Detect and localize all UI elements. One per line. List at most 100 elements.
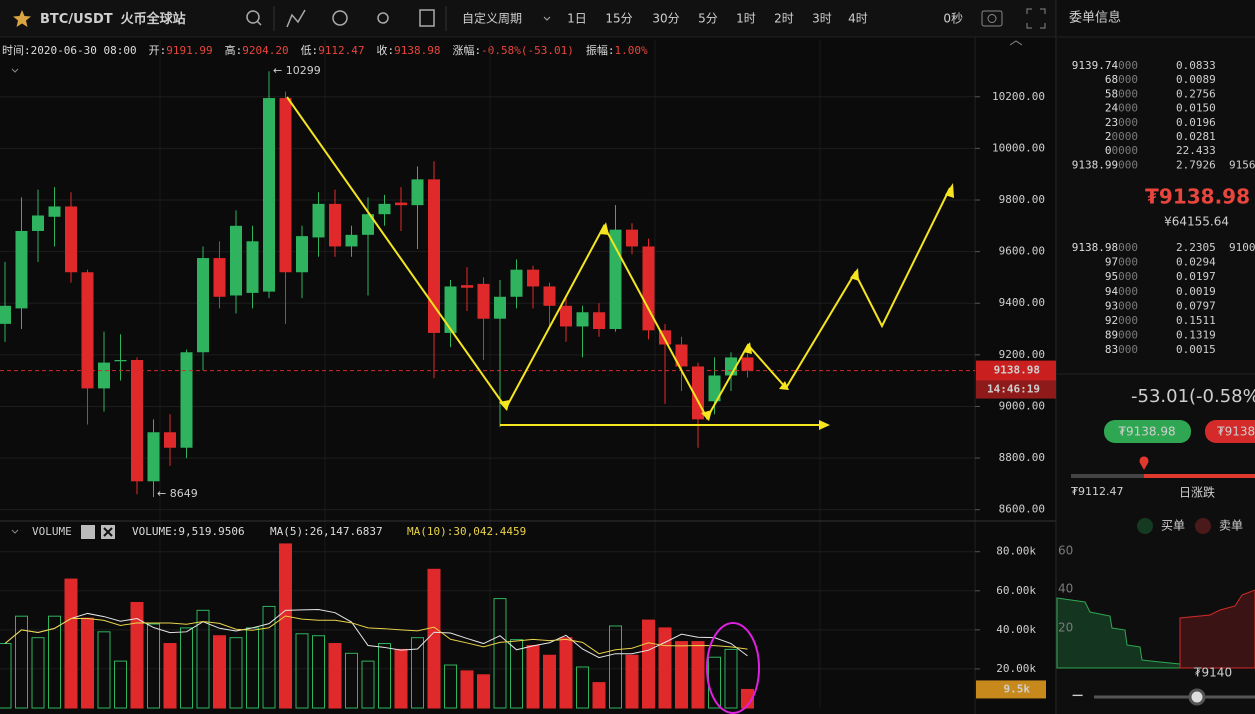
book-amount: 0.0089: [1176, 73, 1216, 86]
period-tab[interactable]: 30分: [652, 12, 679, 26]
book-price: 9138.99000: [1072, 158, 1138, 171]
buy-button[interactable]: [1104, 420, 1191, 443]
favorite-icon[interactable]: [13, 10, 31, 27]
period-tab[interactable]: 1日: [567, 12, 587, 26]
price-main: 9138.98: [1072, 241, 1118, 254]
info-label: 时间:: [2, 44, 31, 57]
sell-button[interactable]: [1205, 420, 1255, 443]
candle-body: [131, 360, 143, 482]
info-value: 9191.99: [166, 44, 212, 57]
price-tail: 000: [1118, 270, 1138, 283]
search-icon[interactable]: [246, 10, 260, 24]
candle-body: [593, 312, 605, 330]
price-main: 89: [1105, 329, 1118, 342]
period-tab[interactable]: 3时: [812, 12, 832, 26]
book-amount: 2.7926: [1176, 158, 1216, 171]
book-price: 20000: [1105, 130, 1138, 143]
price-tail: 000: [1118, 343, 1138, 356]
theme-icon[interactable]: [377, 12, 389, 24]
volume-bar: [510, 639, 523, 709]
y-tick-label: 9000.00: [999, 399, 1045, 412]
candle-body: [345, 234, 358, 247]
book-amount: 0.0294: [1176, 256, 1216, 269]
volume-bar: [675, 641, 688, 709]
info-value: 9138.98: [394, 44, 440, 57]
candle-body: [510, 269, 523, 297]
volume-tag: [976, 680, 1046, 699]
volume-bar: [262, 605, 276, 709]
period-tab[interactable]: 1时: [736, 12, 756, 26]
info-value: 1.00%: [615, 44, 648, 57]
screenshot-icon[interactable]: [981, 10, 1003, 27]
book-amount: 0.1511: [1176, 314, 1216, 327]
indicator-icon[interactable]: [286, 9, 306, 28]
info-label: 振幅:: [586, 43, 615, 57]
candle-body: [395, 202, 407, 206]
volume-bar: [477, 674, 490, 709]
toolbar: [0, 0, 1056, 37]
y-tick-label: 60.00k: [996, 584, 1036, 597]
orderbook-panel: [1057, 0, 1255, 714]
info-label: 涨幅:: [453, 44, 482, 57]
period-tab[interactable]: 15分: [605, 12, 632, 26]
settings-icon[interactable]: [332, 10, 348, 26]
price-tail: 0000: [1112, 144, 1139, 157]
candle-body: [48, 206, 61, 217]
volume-bar: [444, 664, 457, 709]
candle-body: [312, 203, 325, 238]
volume-bar: [295, 633, 309, 709]
book-price: 23000: [1105, 116, 1138, 129]
y-tick-label: 20.00k: [996, 662, 1036, 675]
price-main: 0: [1105, 144, 1112, 157]
price-main: 68: [1105, 73, 1118, 86]
volume-bar: [576, 666, 589, 709]
period-menu[interactable]: 自定义周期: [462, 11, 522, 26]
period-tab[interactable]: 2时: [774, 12, 794, 26]
price-tail: 000: [1118, 59, 1138, 72]
zoom-handle[interactable]: [1188, 688, 1206, 706]
price-tail: 000: [1118, 285, 1138, 298]
depth-tick: 60: [1058, 544, 1073, 558]
candle-body: [213, 258, 226, 297]
price-main: 23: [1105, 116, 1118, 129]
book-amount: 0.0196: [1176, 116, 1216, 129]
zoom-out[interactable]: −: [1071, 686, 1084, 705]
pair[interactable]: BTC/USDT 火币全球站: [40, 11, 186, 27]
y-tick-label: 40.00k: [996, 623, 1036, 636]
volume-bar: [163, 643, 177, 709]
range-bar: [1071, 474, 1144, 478]
collapse-caret: [11, 529, 19, 534]
y-tick-label: 9600.00: [999, 245, 1045, 258]
period-tab[interactable]: 4时: [848, 12, 868, 26]
info-value: 9204.20: [242, 44, 288, 57]
price-main: 95: [1105, 270, 1118, 283]
last-price: ₮9138.98: [1145, 185, 1250, 209]
screenshot-icon: [987, 14, 997, 23]
volume-bar: [114, 660, 127, 709]
candle-body: [477, 283, 490, 319]
candle-body: [428, 179, 440, 333]
volume-bar: [592, 682, 606, 709]
y-tick-label: 8600.00: [999, 503, 1045, 516]
depth-tick: 40: [1058, 582, 1073, 596]
fullscreen-icon[interactable]: [419, 9, 435, 27]
candle-body: [65, 206, 77, 273]
period-tab[interactable]: 5分: [698, 12, 718, 26]
candle-body: [32, 215, 44, 231]
candle-body: [576, 312, 589, 327]
range-pin: [1139, 456, 1149, 470]
volume-bar: [328, 643, 342, 709]
candle-body: [246, 241, 259, 293]
expand-icon[interactable]: [1026, 8, 1046, 29]
settings-button[interactable]: [81, 525, 95, 539]
volume-bar: [147, 623, 160, 709]
ma5-readout: MA(5):26,147.6837: [270, 525, 383, 538]
book-amount: 2.2305: [1176, 241, 1216, 254]
change: -53.01(-0.58%: [1131, 386, 1255, 407]
volume-bar: [213, 635, 226, 709]
volume-bar: [411, 637, 424, 709]
volume-bar: [741, 688, 754, 709]
book-price: 95000: [1105, 270, 1138, 283]
countdown-setting[interactable]: 0秒: [943, 12, 963, 26]
